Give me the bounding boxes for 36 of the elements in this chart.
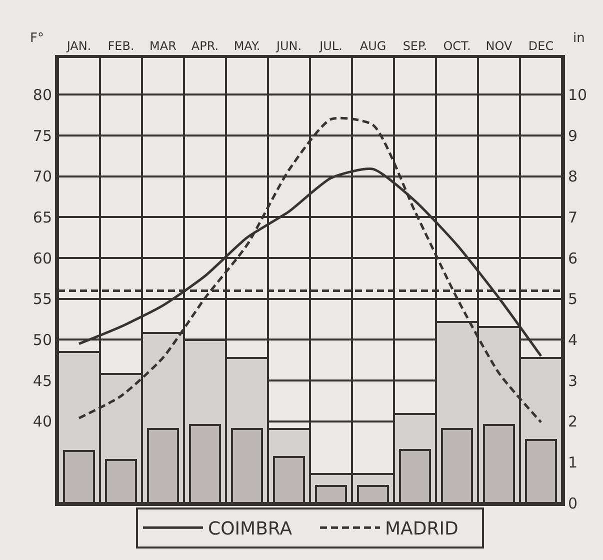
legend-label: MADRID — [385, 518, 476, 540]
y2-tick-label: 4 — [568, 330, 578, 349]
x-tick-label: NOV — [486, 39, 513, 54]
y-tick-label: 75 — [32, 126, 52, 145]
x-tick-label: SEP. — [402, 39, 428, 54]
y2-tick-label: 3 — [568, 372, 578, 390]
y2-tick-label: 0 — [568, 494, 578, 512]
y-tick-label: 40 — [32, 412, 52, 431]
x-tick-label: MAR — [150, 39, 176, 54]
y2-tick-label: 8 — [568, 168, 578, 186]
y2-tick-label: 10 — [568, 86, 588, 104]
y2-tick-label: 2 — [568, 412, 578, 431]
y-tick-label: 55 — [32, 290, 52, 308]
x-tick-label: JUL. — [318, 39, 342, 54]
legend-label: COIMBRA — [208, 518, 310, 540]
x-tick-label: DEC — [528, 39, 554, 54]
y-tick-label: 80 — [32, 86, 52, 104]
x-tick-label: MAY. — [234, 39, 260, 54]
x-tick-label: OCT. — [443, 39, 471, 54]
x-tick-label: AUG — [360, 39, 386, 54]
y-tick-label: 65 — [32, 208, 52, 226]
y2-axis-title: in — [573, 31, 585, 46]
y2-tick-label: 9 — [568, 126, 578, 145]
y-tick-label: 70 — [32, 168, 52, 186]
x-tick-label: JUN. — [275, 39, 302, 54]
x-tick-label: JAN. — [66, 39, 92, 54]
y-tick-label: 60 — [32, 249, 52, 268]
y2-tick-label: 5 — [568, 290, 578, 308]
y2-tick-label: 1 — [568, 453, 578, 472]
y2-tick-label: 7 — [568, 208, 578, 226]
y-tick-label: 50 — [32, 330, 52, 349]
y-tick-label: 45 — [32, 372, 52, 390]
y2-tick-label: 6 — [568, 249, 578, 268]
y-axis-title: F° — [30, 31, 44, 46]
x-tick-label: FEB. — [108, 39, 134, 54]
x-tick-label: APR. — [191, 39, 219, 54]
